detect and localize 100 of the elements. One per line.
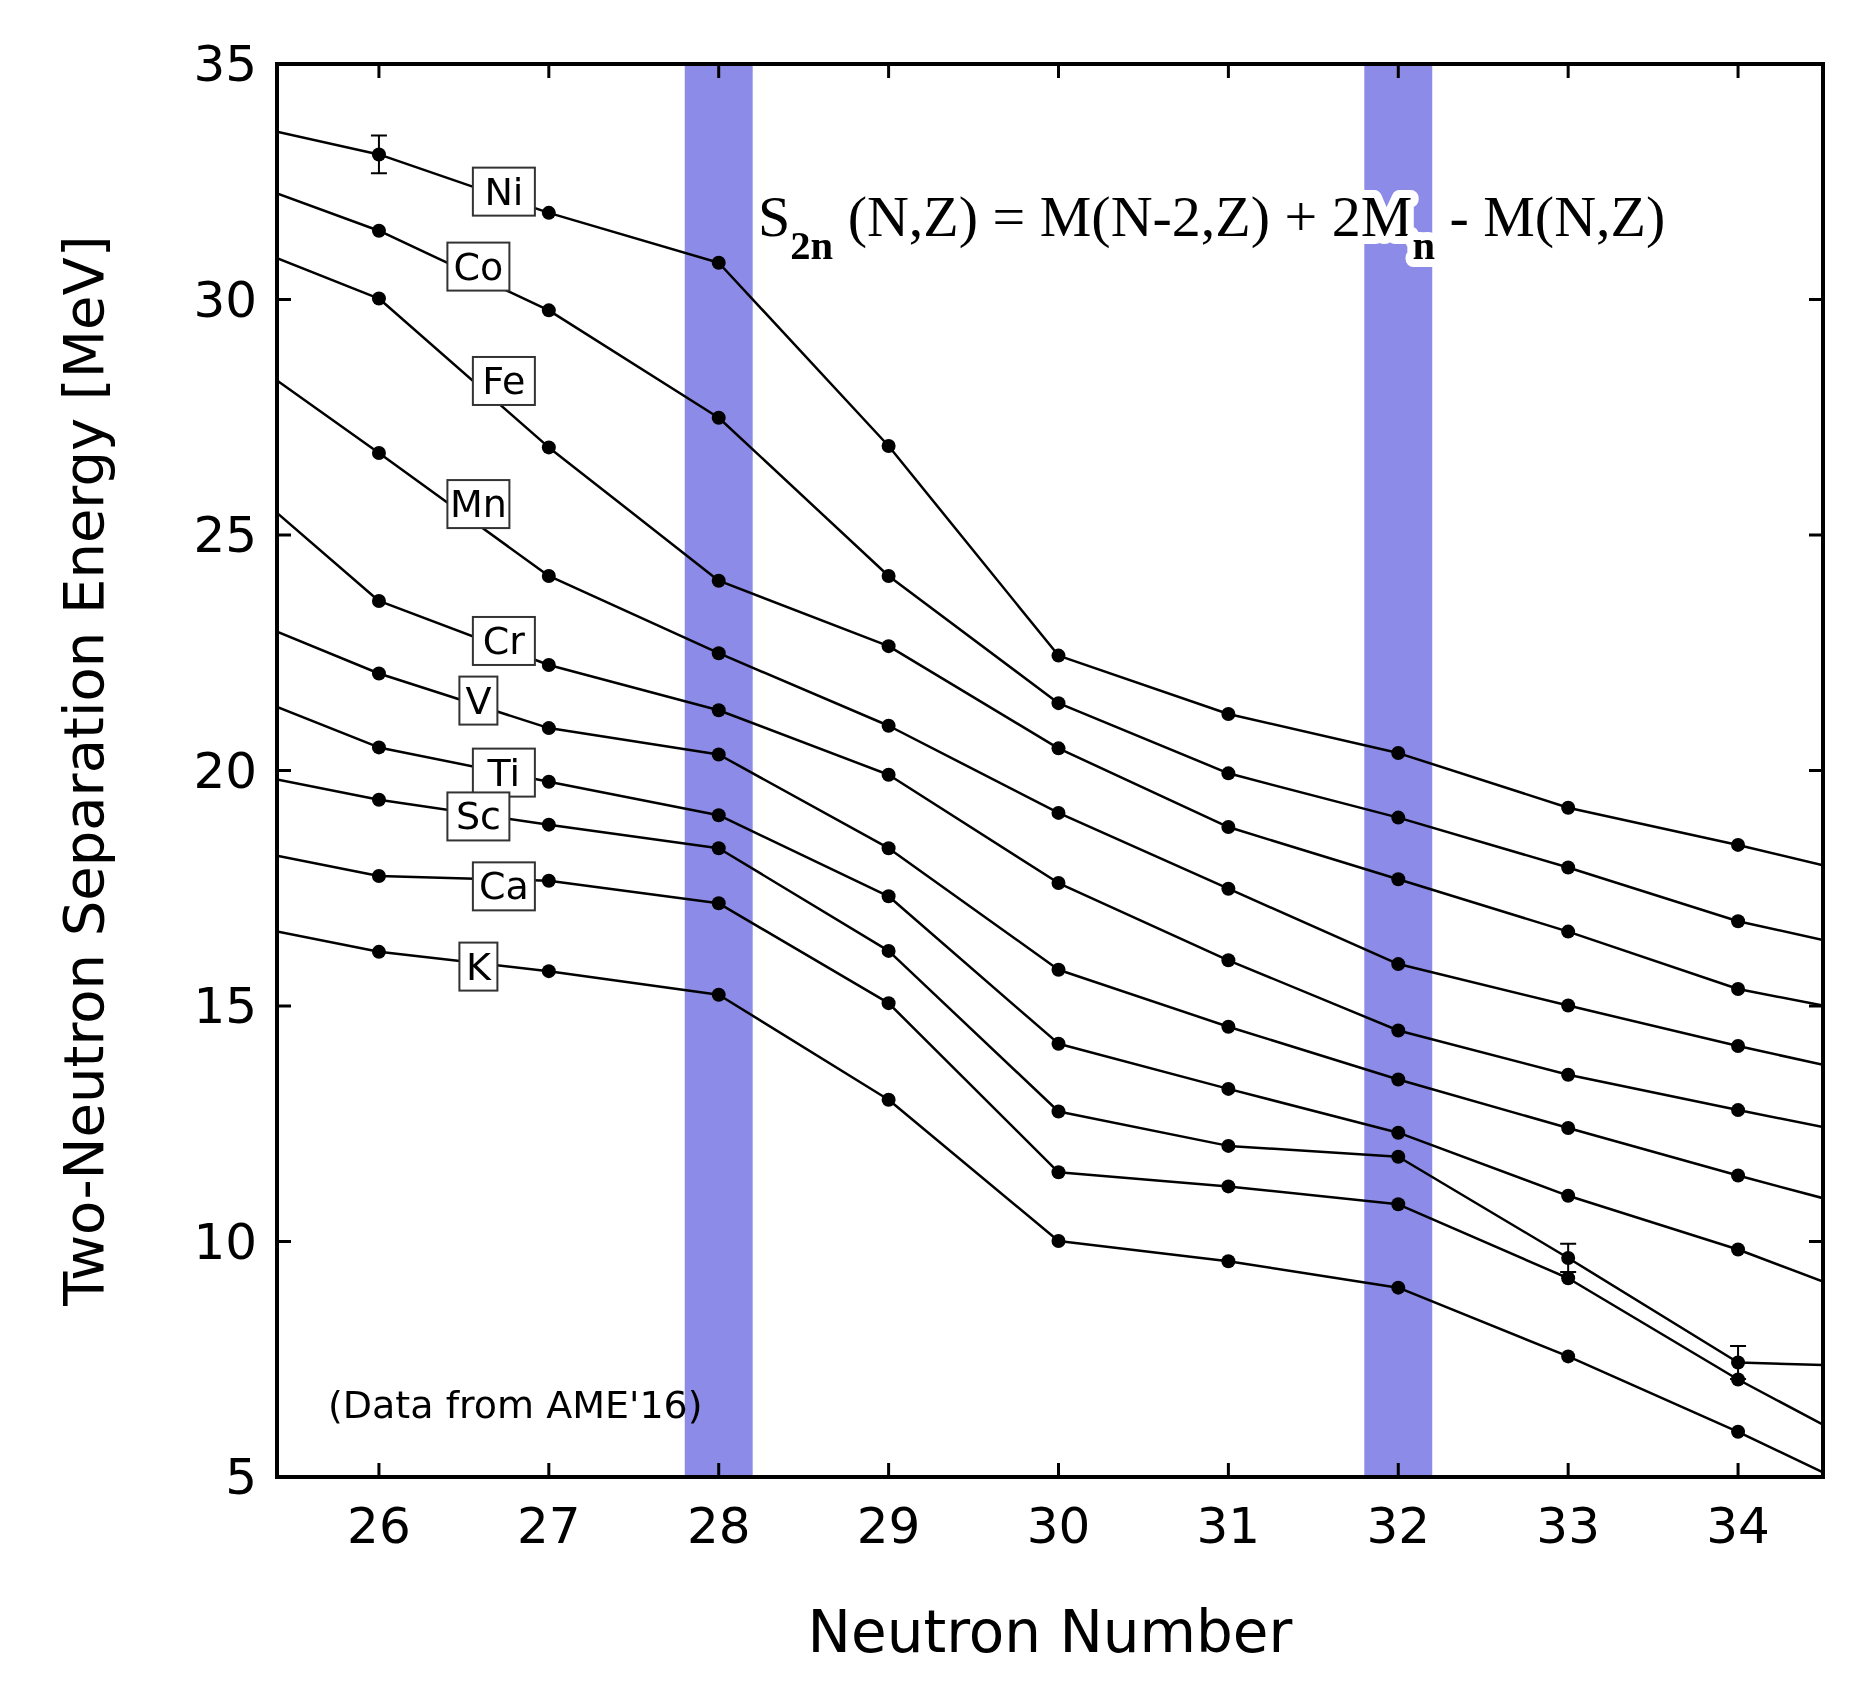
point xyxy=(711,747,726,762)
point xyxy=(1561,1349,1576,1364)
point xyxy=(1731,1103,1746,1118)
annotation: (Data from AME'16) xyxy=(328,1383,703,1427)
point xyxy=(1731,1168,1746,1183)
point xyxy=(1221,881,1236,896)
point xyxy=(1221,1254,1236,1269)
point xyxy=(1391,957,1406,972)
series-label: Co xyxy=(453,244,504,289)
series-label: K xyxy=(465,944,492,989)
point xyxy=(1731,1424,1746,1439)
x-tick-label: 30 xyxy=(1026,1497,1091,1555)
point xyxy=(881,639,896,654)
point xyxy=(371,944,386,959)
point xyxy=(1561,860,1576,875)
point xyxy=(1731,1372,1746,1387)
point xyxy=(1561,998,1576,1013)
point xyxy=(711,841,726,856)
x-tick-label: 34 xyxy=(1706,1497,1770,1555)
y-tick-label: 15 xyxy=(193,977,257,1035)
x-tick-label: 27 xyxy=(517,1497,581,1555)
point xyxy=(1391,1072,1406,1087)
series-label: Ti xyxy=(486,750,521,795)
point xyxy=(541,964,556,979)
point xyxy=(1391,1125,1406,1140)
point xyxy=(1221,1019,1236,1034)
point xyxy=(541,205,556,220)
series-label: Mn xyxy=(449,482,507,527)
point xyxy=(1391,810,1406,825)
point xyxy=(1221,766,1236,781)
point xyxy=(1731,837,1746,852)
point xyxy=(371,593,386,608)
point xyxy=(881,996,896,1011)
point xyxy=(881,1092,896,1107)
point xyxy=(711,896,726,911)
y-tick-label: 5 xyxy=(225,1448,257,1506)
point xyxy=(1561,1188,1576,1203)
point xyxy=(1561,924,1576,939)
point xyxy=(711,410,726,425)
series-label: Cr xyxy=(482,618,526,663)
point xyxy=(1561,1271,1576,1286)
point xyxy=(371,792,386,807)
point xyxy=(881,438,896,453)
point xyxy=(1221,1138,1236,1153)
point xyxy=(1051,1234,1066,1249)
series-label: Sc xyxy=(455,794,501,839)
point xyxy=(371,869,386,883)
point xyxy=(711,646,726,661)
point xyxy=(1731,914,1746,929)
point xyxy=(711,808,726,823)
point xyxy=(1051,741,1066,756)
y-tick-label: 35 xyxy=(193,35,257,93)
point xyxy=(371,740,386,755)
point xyxy=(1221,706,1236,721)
point xyxy=(881,889,896,904)
y-tick-label: 20 xyxy=(193,741,257,800)
x-tick-label: 29 xyxy=(856,1497,921,1555)
point xyxy=(881,718,896,733)
point xyxy=(1391,1280,1406,1295)
x-axis-title: Neutron Number xyxy=(807,1598,1293,1666)
point xyxy=(1561,1067,1576,1082)
point xyxy=(1221,1179,1236,1194)
point xyxy=(711,703,726,718)
point xyxy=(1731,1242,1746,1257)
y-tick-label: 10 xyxy=(193,1212,257,1271)
point xyxy=(1051,876,1066,891)
point xyxy=(541,873,556,888)
point xyxy=(371,291,386,306)
point xyxy=(371,446,386,461)
point xyxy=(881,568,896,583)
point xyxy=(541,440,556,455)
x-tick-label: 32 xyxy=(1366,1497,1431,1555)
point xyxy=(1391,872,1406,887)
point xyxy=(1051,696,1066,711)
annotation: S$_{2n}$ (N,Z) = M(N-2,Z) + 2M$_{n}$ - M(N,Z) xyxy=(758,184,1666,268)
point xyxy=(1391,1149,1406,1164)
point xyxy=(1561,800,1576,815)
x-tick-label: 31 xyxy=(1196,1497,1261,1555)
point xyxy=(711,987,726,1002)
x-tick-label: 28 xyxy=(686,1497,751,1555)
point xyxy=(1731,1039,1746,1054)
point xyxy=(1051,1165,1066,1180)
point xyxy=(1221,820,1236,835)
series-label: Ni xyxy=(484,169,524,214)
point xyxy=(881,767,896,782)
point xyxy=(1391,1197,1406,1212)
y-tick-label: 30 xyxy=(193,270,257,329)
series-label: Ca xyxy=(478,864,529,909)
point xyxy=(1731,982,1746,997)
point xyxy=(541,774,556,789)
point xyxy=(1051,1104,1066,1119)
point xyxy=(1391,746,1406,761)
point xyxy=(541,817,556,832)
point xyxy=(1051,962,1066,977)
point xyxy=(1051,648,1066,663)
point xyxy=(1391,1023,1406,1038)
point xyxy=(881,943,896,958)
x-tick-label: 33 xyxy=(1536,1497,1600,1555)
series-label: Fe xyxy=(482,358,526,403)
point xyxy=(541,303,556,318)
